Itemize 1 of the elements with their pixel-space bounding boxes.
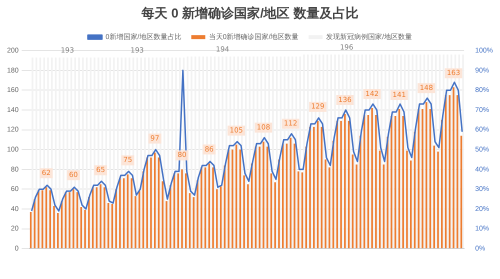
chart-title: 每天 0 新增确诊国家/地区 数量及占比 [140, 5, 358, 20]
